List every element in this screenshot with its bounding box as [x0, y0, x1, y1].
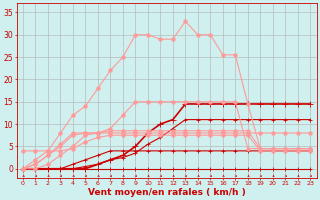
X-axis label: Vent moyen/en rafales ( km/h ): Vent moyen/en rafales ( km/h ): [88, 188, 245, 197]
